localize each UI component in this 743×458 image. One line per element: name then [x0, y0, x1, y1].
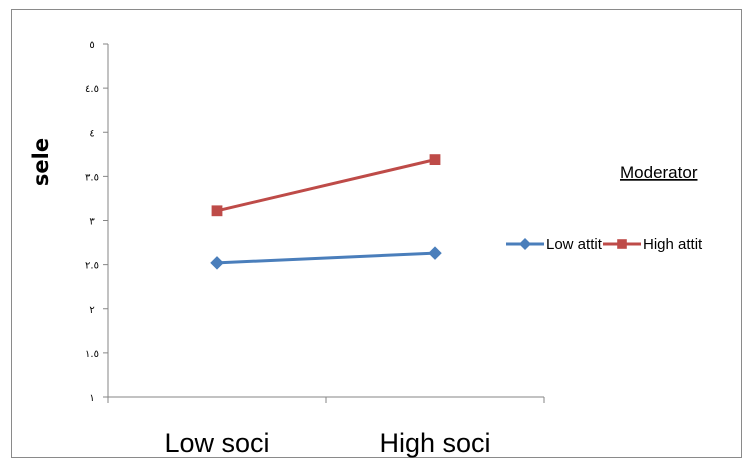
legend-item-low-attit: Low attit — [506, 236, 603, 253]
legend-label-high-attit: High attit — [643, 236, 703, 253]
y-tick-label: ٤.٥ — [85, 84, 99, 95]
x-tick-label: Low soci — [164, 428, 269, 458]
legend-title: Moderator — [620, 163, 698, 182]
y-tick-label: ١ — [89, 393, 94, 404]
chart-frame — [11, 9, 742, 458]
legend-marker-low-attit — [519, 238, 531, 250]
series-line-low-attit — [216, 251, 436, 265]
series-line-high-attit — [216, 158, 436, 213]
data-point-high-attit — [211, 205, 223, 217]
data-point-high-attit — [429, 154, 441, 166]
series-low-attit — [210, 246, 442, 270]
y-tick-label: ٢ — [89, 305, 94, 316]
y-tick-label: ٥ — [89, 40, 94, 51]
data-point-low-attit — [428, 246, 442, 260]
y-axis-title: sele — [29, 138, 53, 186]
y-tick-label: ٢.٥ — [85, 261, 99, 272]
series-high-attit — [211, 154, 441, 217]
legend-item-high-attit: High attit — [603, 236, 703, 253]
legend-label-low-attit: Low attit — [546, 236, 603, 253]
legend-marker-high-attit — [617, 239, 627, 249]
y-tick-label: ٣.٥ — [85, 172, 99, 183]
data-point-low-attit — [210, 256, 224, 270]
y-tick-label: ٣ — [89, 217, 95, 228]
x-tick-label: High soci — [379, 428, 490, 458]
y-tick-label: ١.٥ — [85, 349, 99, 360]
y-tick-label: ٤ — [89, 128, 94, 139]
